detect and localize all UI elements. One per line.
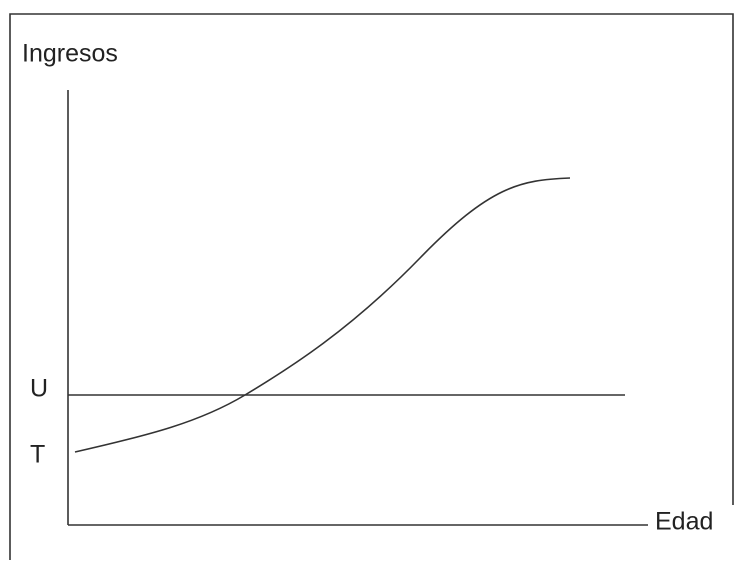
frame xyxy=(9,13,734,560)
level-label: U xyxy=(30,375,48,403)
level-label: T xyxy=(30,441,45,469)
x-axis-label: Edad xyxy=(655,508,713,536)
y-axis-label: Ingresos xyxy=(22,40,118,68)
income-curve xyxy=(74,177,571,453)
